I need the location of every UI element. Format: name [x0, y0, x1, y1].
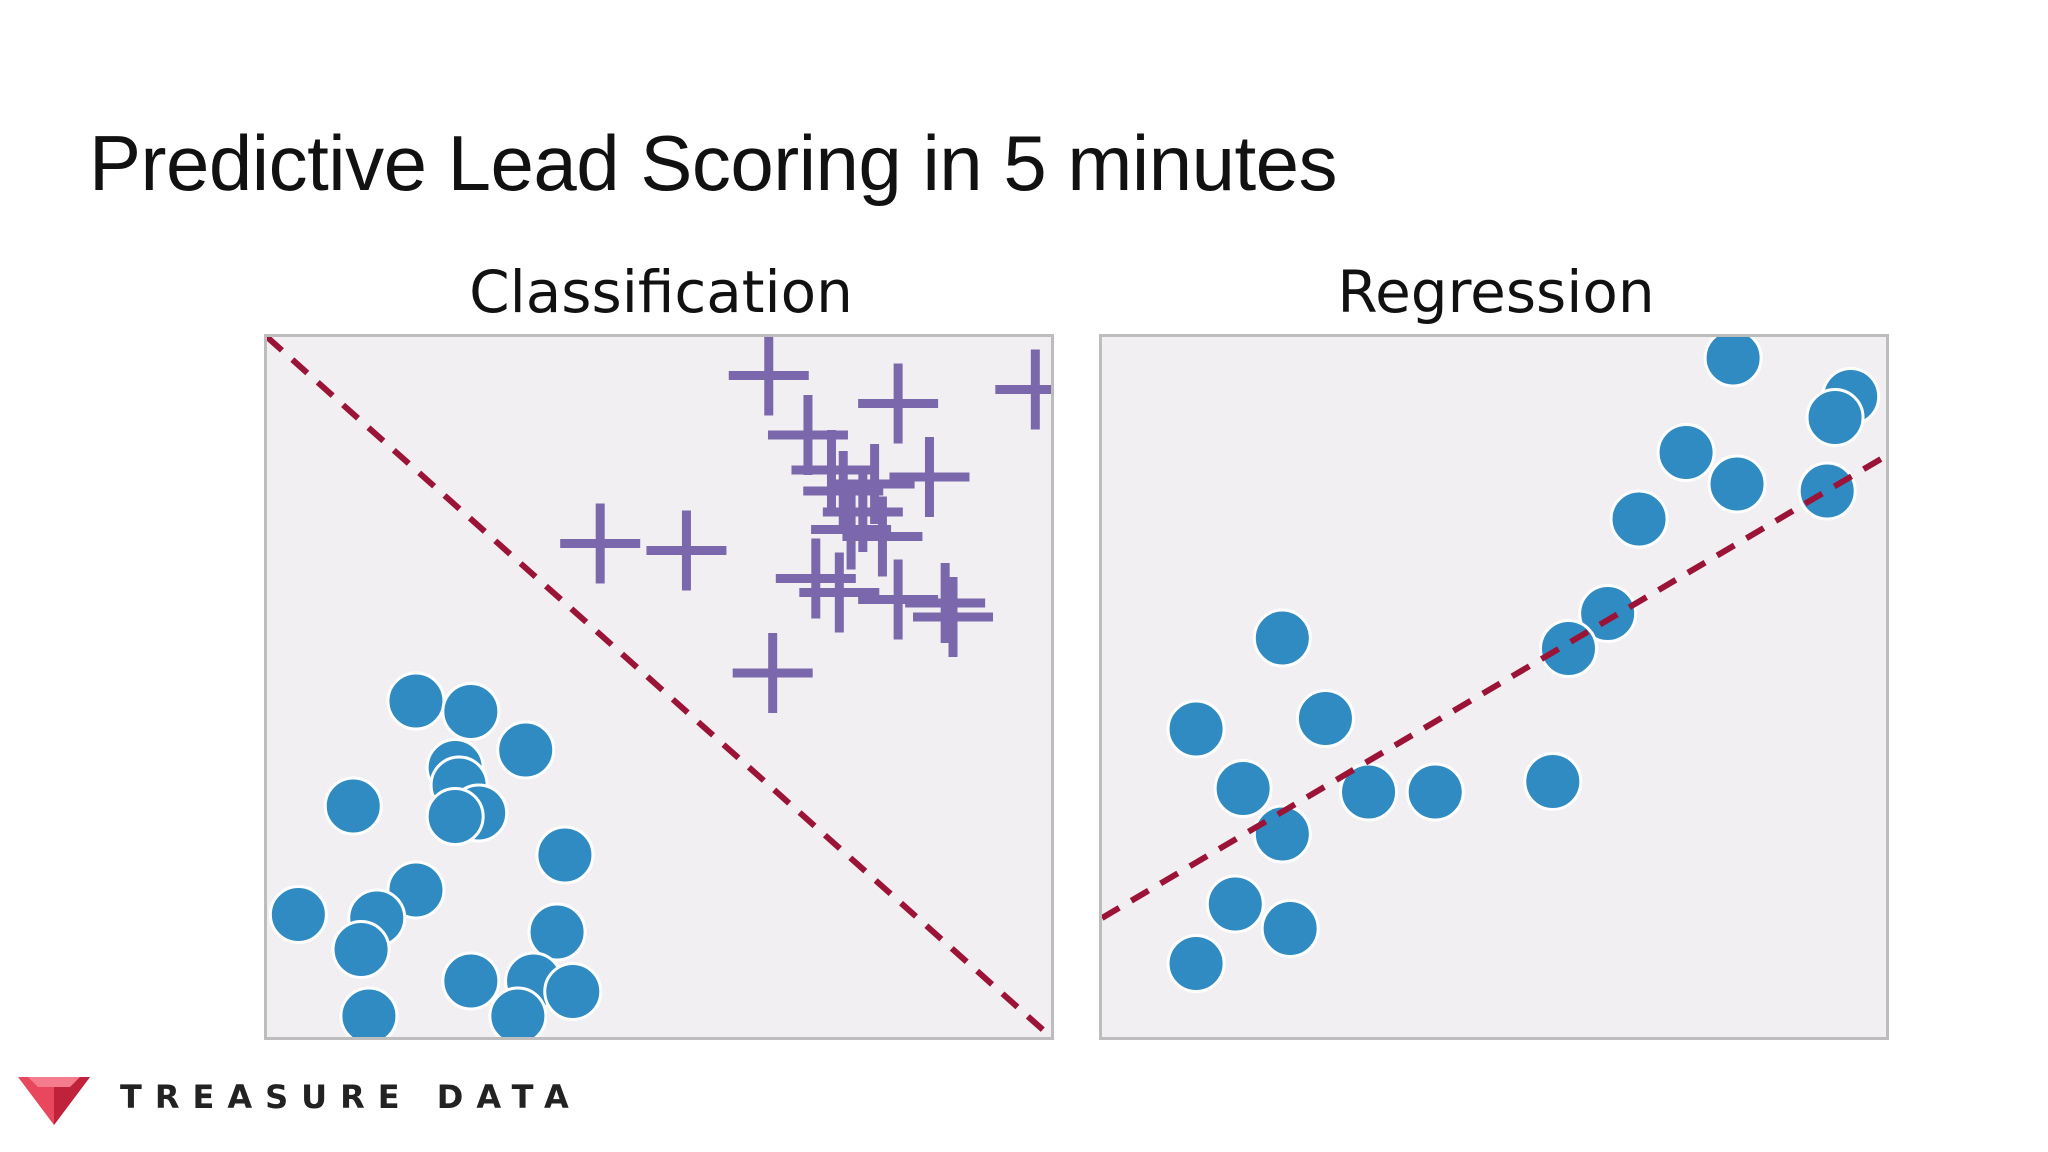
classification-point-plus-4 [791, 430, 872, 510]
classification-point-plus-2 [858, 363, 939, 444]
classification-point-circle-18 [488, 986, 548, 1037]
classification-point-circle-14 [441, 951, 501, 1011]
classification-point-circle-7 [425, 787, 485, 846]
classification-point-plus-11 [560, 503, 641, 584]
slide-title: Predictive Lead Scoring in 5 minutes [89, 119, 1338, 207]
gem-icon [18, 1077, 90, 1125]
regression-point-circle-15 [1523, 752, 1583, 811]
classification-point-circle-12 [331, 920, 391, 979]
regression-point-circle-19 [1166, 934, 1226, 993]
regression-point-circle-2 [1805, 388, 1865, 447]
regression-point-circle-8 [1538, 619, 1598, 678]
regression-point-circle-14 [1405, 762, 1465, 822]
regression-plot-area [1099, 334, 1889, 1040]
regression-point-circle-11 [1166, 699, 1226, 759]
regression-point-circle-17 [1205, 874, 1265, 934]
classification-point-plus-16 [905, 563, 986, 643]
regression-point-circle-3 [1656, 423, 1716, 482]
regression-point-circle-4 [1707, 454, 1767, 514]
regression-point-circle-5 [1609, 489, 1669, 549]
classification-point-circle-17 [339, 986, 399, 1037]
regression-point-circle-7 [1578, 584, 1638, 643]
classification-point-plus-3 [995, 349, 1051, 430]
regression-point-circle-12 [1213, 759, 1273, 818]
classification-point-plus-5 [803, 451, 884, 531]
regression-chart-title: Regression [1337, 258, 1655, 326]
classification-point-plus-17 [913, 577, 993, 657]
classification-point-plus-0 [728, 337, 809, 416]
classification-chart-title: Classification [469, 258, 853, 326]
classification-point-plus-14 [799, 552, 880, 633]
regression-scatter [1102, 337, 1886, 993]
classification-point-plus-8 [889, 437, 970, 517]
classification-point-plus-9 [811, 489, 892, 570]
classification-point-circle-8 [535, 825, 595, 885]
regression-point-circle-0 [1703, 337, 1763, 388]
classification-point-plus-18 [732, 633, 813, 713]
classification-plot-area [264, 334, 1054, 1040]
classification-point-circle-10 [268, 885, 328, 944]
classification-point-plus-12 [646, 510, 727, 591]
classification-point-plus-7 [834, 444, 915, 524]
classification-point-circle-16 [543, 962, 603, 1021]
classification-point-circle-2 [496, 720, 556, 780]
classification-point-plus-10 [842, 496, 923, 577]
classification-point-circle-1 [441, 682, 501, 741]
regression-point-circle-6 [1797, 461, 1857, 521]
classification-point-circle-3 [323, 776, 383, 836]
classification-point-circle-0 [386, 671, 446, 731]
footer-brand: TREASURE DATA [120, 1078, 582, 1116]
regression-point-circle-9 [1252, 608, 1312, 668]
regression-point-circle-18 [1260, 899, 1320, 958]
regression-fit-line [1102, 453, 1886, 921]
regression-point-circle-16 [1252, 804, 1312, 864]
classification-point-circle-13 [527, 902, 587, 962]
regression-point-circle-10 [1295, 689, 1355, 748]
classification-scatter [267, 337, 1051, 1037]
classification-decision-boundary [267, 337, 1051, 1037]
